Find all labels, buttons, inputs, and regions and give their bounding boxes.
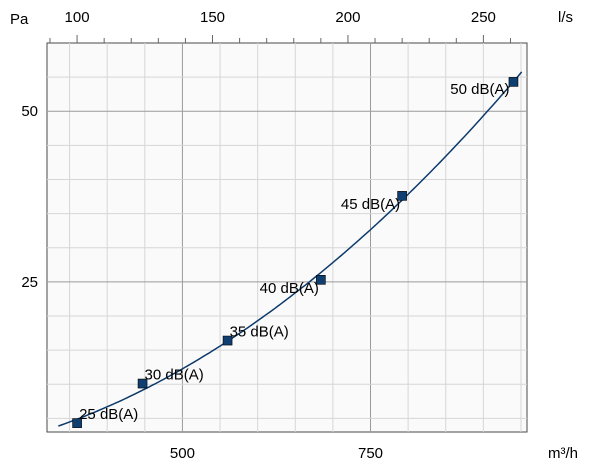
data-point-label: 30 dB(A) (145, 367, 204, 384)
top-axis-ticks (49, 35, 511, 43)
data-point-marker (72, 418, 82, 428)
y-axis-unit-label: Pa (10, 11, 29, 28)
plot-frame (46, 42, 528, 433)
tick-labels: 500 750 100 150 200 250 25 50 (21, 9, 496, 462)
data-labels: 25 dB(A) 30 dB(A) 35 dB(A) 40 dB(A) 45 dB(A)… (79, 81, 509, 423)
data-point-marker (316, 275, 326, 285)
x-top-axis-unit-label: l/s (558, 9, 573, 26)
data-point-label: 45 dB(A) (341, 196, 400, 213)
y-tick-label: 50 (21, 103, 38, 120)
grid-lines (47, 43, 527, 432)
x-top-tick-label: 100 (65, 9, 90, 26)
series-line (58, 71, 523, 427)
x-bottom-tick-label: 500 (170, 445, 195, 462)
data-point-label: 50 dB(A) (450, 81, 509, 98)
x-bottom-axis-unit-label: m³/h (548, 445, 578, 462)
data-point-marker (137, 378, 148, 389)
y-tick-label: 25 (21, 274, 38, 291)
data-point-label: 25 dB(A) (79, 406, 138, 423)
x-bottom-tick-label: 750 (358, 445, 383, 462)
x-top-tick-label: 150 (200, 9, 225, 26)
data-markers (72, 77, 519, 428)
x-top-tick-label: 250 (471, 9, 496, 26)
data-point-label: 35 dB(A) (230, 324, 289, 341)
data-point-marker (397, 191, 407, 201)
data-point-label: 40 dB(A) (260, 280, 319, 297)
data-point-marker (222, 335, 233, 346)
data-point-marker (508, 77, 519, 87)
x-top-tick-label: 200 (335, 9, 360, 26)
